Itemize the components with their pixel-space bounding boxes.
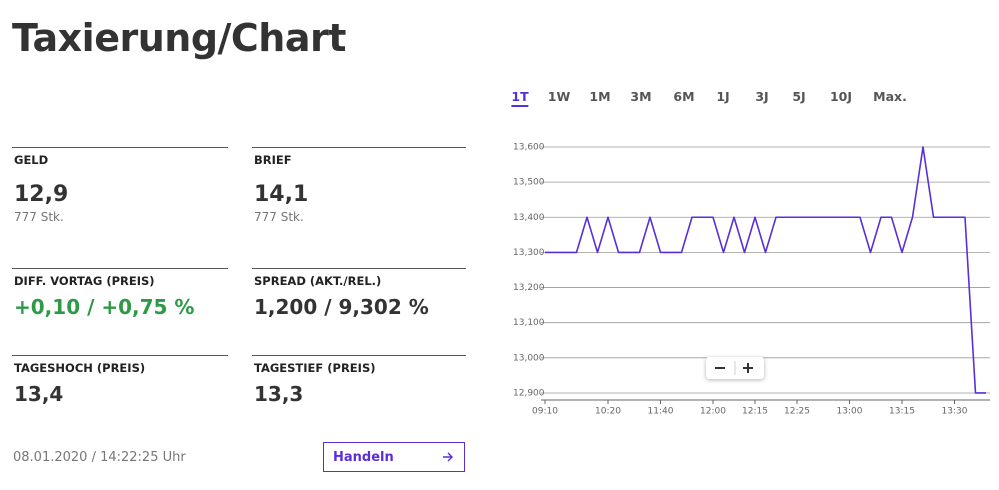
stat-sub: 777 Stk. <box>254 210 304 224</box>
range-tab[interactable]: 1J <box>716 89 730 104</box>
stat-cell: GELD 12,9 777 Stk. <box>12 147 228 228</box>
x-tick-label: 09:10 <box>532 407 558 417</box>
stat-label: SPREAD (AKT./REL.) <box>254 274 382 288</box>
y-tick-label: 13,600 <box>513 142 545 152</box>
stat-label: DIFF. VORTAG (PREIS) <box>14 274 155 288</box>
range-tab[interactable]: Max. <box>873 89 907 104</box>
range-tab[interactable]: 6M <box>673 89 695 104</box>
stat-sub: 777 Stk. <box>14 210 64 224</box>
stat-cell: BRIEF 14,1 777 Stk. <box>252 147 466 228</box>
range-tab[interactable]: 3M <box>630 89 652 104</box>
trade-button[interactable]: Handeln <box>323 442 465 472</box>
timestamp: 08.01.2020 / 14:22:25 Uhr <box>13 450 186 465</box>
y-tick-label: 13,300 <box>513 248 545 258</box>
stat-label: TAGESTIEF (PREIS) <box>254 361 376 375</box>
range-tab[interactable]: 10J <box>829 89 853 104</box>
stat-cell: TAGESTIEF (PREIS) 13,3 <box>252 355 466 436</box>
range-tab[interactable]: 1W <box>547 89 571 104</box>
x-tick-label: 13:30 <box>942 407 968 417</box>
x-tick-label: 13:15 <box>889 407 915 417</box>
x-tick-label: 13:00 <box>837 407 863 417</box>
page-title: Taxierung/Chart <box>12 16 346 60</box>
stat-value: +0,10 / +0,75 % <box>14 295 195 319</box>
stat-label: TAGESHOCH (PREIS) <box>14 361 146 375</box>
button-label: Handeln <box>333 450 394 465</box>
stat-value: 14,1 <box>254 182 309 207</box>
stat-value: 13,4 <box>14 382 64 406</box>
stat-label: GELD <box>14 153 49 167</box>
zoom-icons <box>715 361 753 375</box>
stat-cell: DIFF. VORTAG (PREIS) +0,10 / +0,75 % <box>12 268 228 349</box>
x-tick-label: 11:40 <box>648 407 674 417</box>
x-tick-label: 12:25 <box>784 407 810 417</box>
y-tick-label: 13,500 <box>513 178 545 188</box>
y-tick-label: 13,400 <box>513 213 545 223</box>
range-tab[interactable]: 5J <box>792 89 806 104</box>
x-tick-label: 12:15 <box>742 407 768 417</box>
range-tab[interactable]: 1M <box>589 89 611 104</box>
y-tick-label: 12,900 <box>513 388 545 398</box>
range-tab[interactable]: 1T <box>511 89 529 107</box>
x-tick-label: 10:20 <box>595 407 621 417</box>
stat-cell: SPREAD (AKT./REL.) 1,200 / 9,302 % <box>252 268 466 349</box>
range-tab[interactable]: 3J <box>755 89 769 104</box>
zoom-in[interactable] <box>743 363 753 373</box>
stat-value: 12,9 <box>14 182 69 207</box>
y-tick-label: 13,100 <box>513 318 545 328</box>
stat-cell: TAGESHOCH (PREIS) 13,4 <box>12 355 228 436</box>
arrow-icon <box>443 452 453 462</box>
y-tick-label: 13,200 <box>513 283 545 293</box>
stat-value: 13,3 <box>254 382 304 406</box>
stat-label: BRIEF <box>254 153 292 167</box>
stat-value: 1,200 / 9,302 % <box>254 295 429 319</box>
zoom-control <box>706 357 764 379</box>
y-tick-label: 13,000 <box>513 353 545 363</box>
price-line <box>545 146 986 394</box>
x-tick-label: 12:00 <box>700 407 726 417</box>
